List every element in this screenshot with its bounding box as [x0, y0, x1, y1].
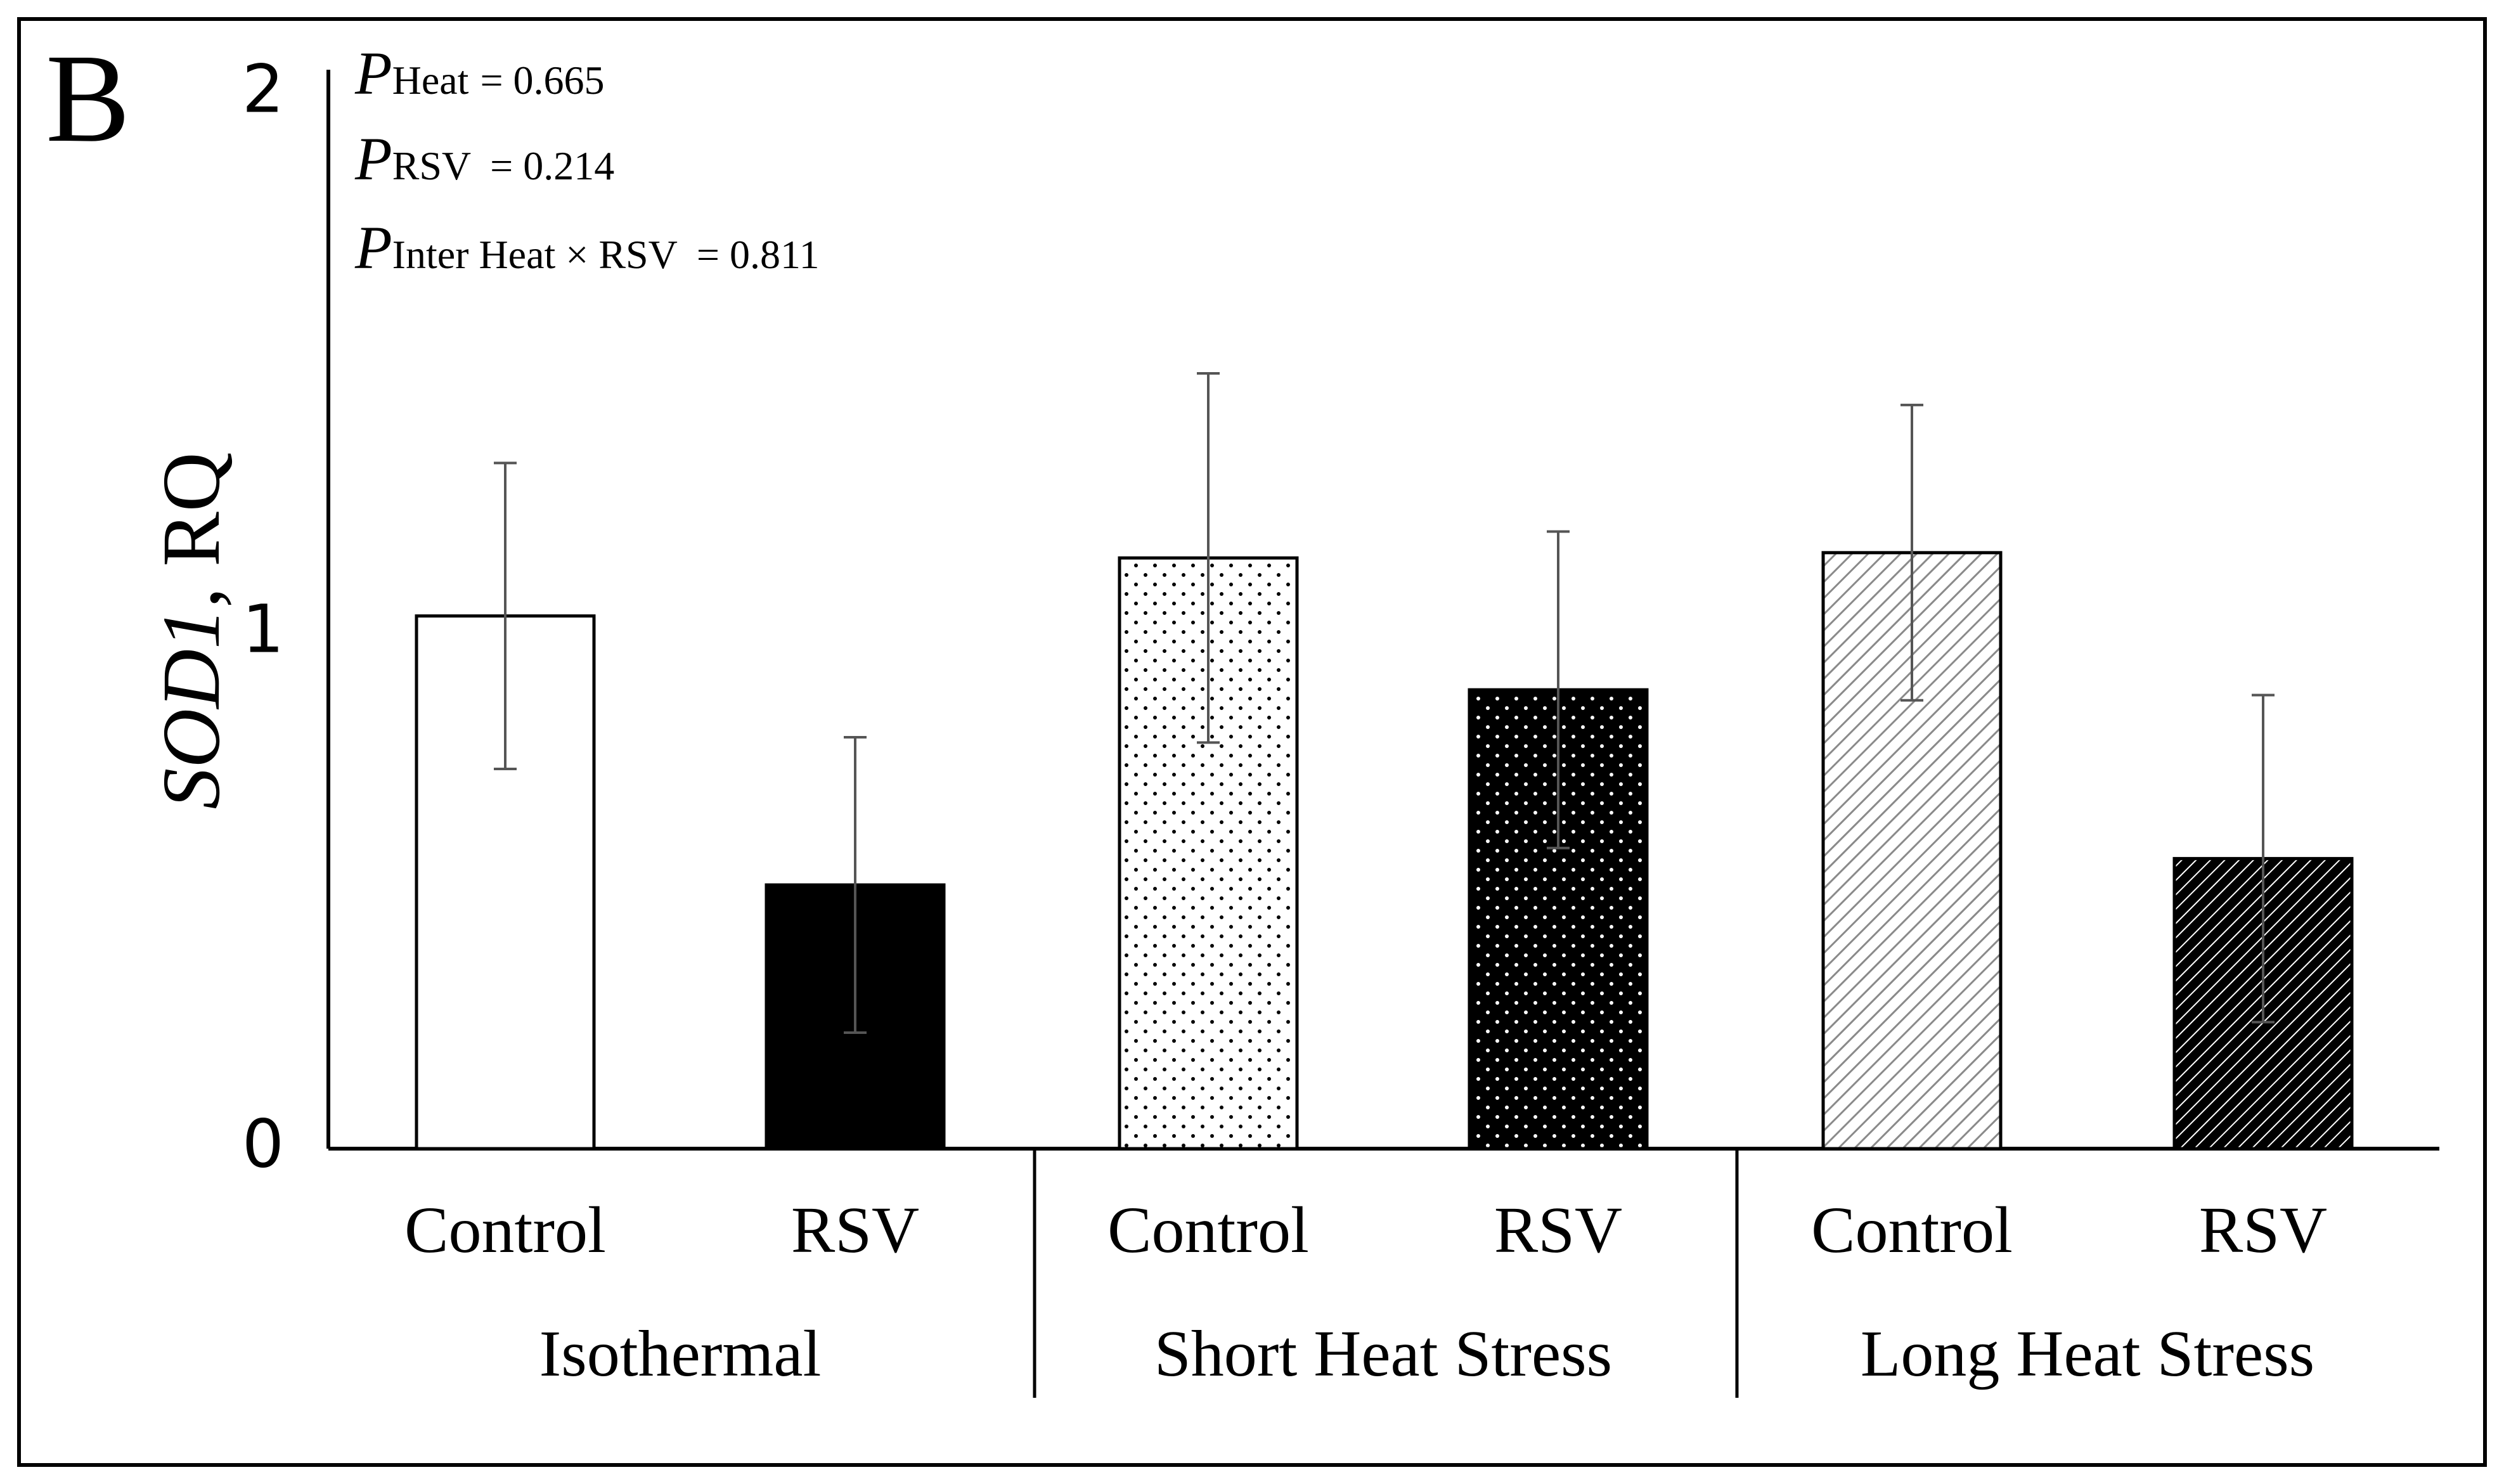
stat-rsv: PRSV = 0.214 — [354, 125, 614, 193]
y-axis-label: SOD1, RQ — [146, 452, 237, 809]
stat-heat-sub: Heat — [392, 58, 469, 103]
y-axis-label-gene: SOD1 — [146, 608, 237, 810]
x-tick-label: RSV — [1494, 1194, 1622, 1267]
error-bars-layer — [494, 371, 2275, 1034]
y-tick-label: 1 — [242, 590, 284, 668]
x-tick-label: Control — [1811, 1194, 2013, 1267]
x-tick-label: Control — [404, 1194, 606, 1267]
stat-heat-p: P — [354, 39, 392, 107]
x-tick-label: Control — [1107, 1194, 1309, 1267]
category-labels: Control RSV Control RSV Control RSV — [404, 1194, 2327, 1267]
y-axis-label-unit: , RQ — [146, 452, 237, 608]
panel-label: B — [46, 29, 130, 169]
x-tick-label: RSV — [791, 1194, 919, 1267]
y-tick-label: 2 — [242, 50, 284, 127]
group-labels: Isothermal Short Heat Stress Long Heat Str… — [539, 1317, 2315, 1390]
stat-inter-value: = 0.811 — [697, 232, 820, 277]
stat-inter-p: P — [354, 214, 392, 281]
stat-rsv-value: = 0.214 — [490, 143, 614, 188]
group-label: Short Heat Stress — [1154, 1317, 1612, 1390]
y-tick-label: 0 — [242, 1105, 284, 1182]
stat-heat: PHeat = 0.665 — [354, 39, 605, 107]
stat-rsv-p: P — [354, 125, 392, 193]
stat-rsv-sub: RSV — [392, 143, 472, 188]
group-label: Isothermal — [539, 1317, 822, 1390]
stat-inter: PInter Heat × RSV = 0.811 — [354, 214, 820, 281]
stat-heat-value: = 0.665 — [480, 58, 604, 103]
stat-inter-sub: Inter Heat × RSV — [392, 232, 678, 277]
group-label: Long Heat Stress — [1861, 1317, 2314, 1390]
x-tick-label: RSV — [2199, 1194, 2327, 1267]
